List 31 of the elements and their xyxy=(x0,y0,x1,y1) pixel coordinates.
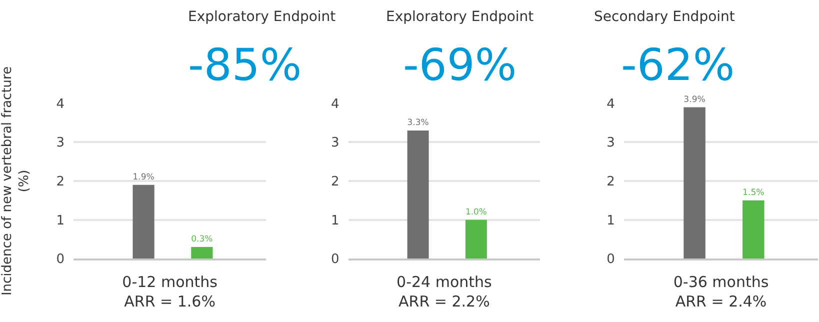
y-tick-label: 0 xyxy=(56,252,64,268)
data-label: 3.3% xyxy=(407,117,429,128)
y-tick-label: 4 xyxy=(56,96,64,112)
y-tick-label: 2 xyxy=(606,174,615,190)
y-tick-label: 3 xyxy=(330,136,340,151)
chart-subtitle: -85% xyxy=(188,40,302,91)
y-tick-label: 0 xyxy=(606,252,615,268)
y-axis-title: Incidence of new vertebral fracture (%) xyxy=(0,66,32,296)
y-tick-label: 4 xyxy=(606,96,615,112)
chart-title: Secondary Endpoint xyxy=(594,9,736,25)
chart-title: Exploratory Endpoint xyxy=(386,9,534,25)
chart-subtitle: -62% xyxy=(621,40,735,91)
data-label: 1.0% xyxy=(465,206,487,216)
y-tick-label: 3 xyxy=(606,136,615,151)
y-tick-label: 3 xyxy=(56,136,64,151)
data-label: 1.5% xyxy=(742,188,764,198)
y-tick-label: 4 xyxy=(330,96,340,112)
chart-title: Exploratory Endpoint xyxy=(188,9,336,25)
chart-subtitle: -69% xyxy=(403,40,517,91)
x-axis-title: 0-24 months ARR = 2.2% xyxy=(396,272,492,310)
data-label: 3.9% xyxy=(684,94,706,105)
y-tick-label: 1 xyxy=(330,213,340,228)
x-axis-title: 0-36 months ARR = 2.4% xyxy=(673,272,769,310)
y-tick-label: 2 xyxy=(330,174,340,190)
data-label: 0.3% xyxy=(191,234,213,245)
y-tick-label: 1 xyxy=(56,213,64,228)
y-tick-label: 2 xyxy=(56,174,64,190)
x-axis-title: 0-12 months ARR = 1.6% xyxy=(122,272,218,310)
data-label: 1.9% xyxy=(132,172,154,183)
y-tick-label: 0 xyxy=(330,252,340,268)
y-tick-label: 1 xyxy=(606,213,615,228)
